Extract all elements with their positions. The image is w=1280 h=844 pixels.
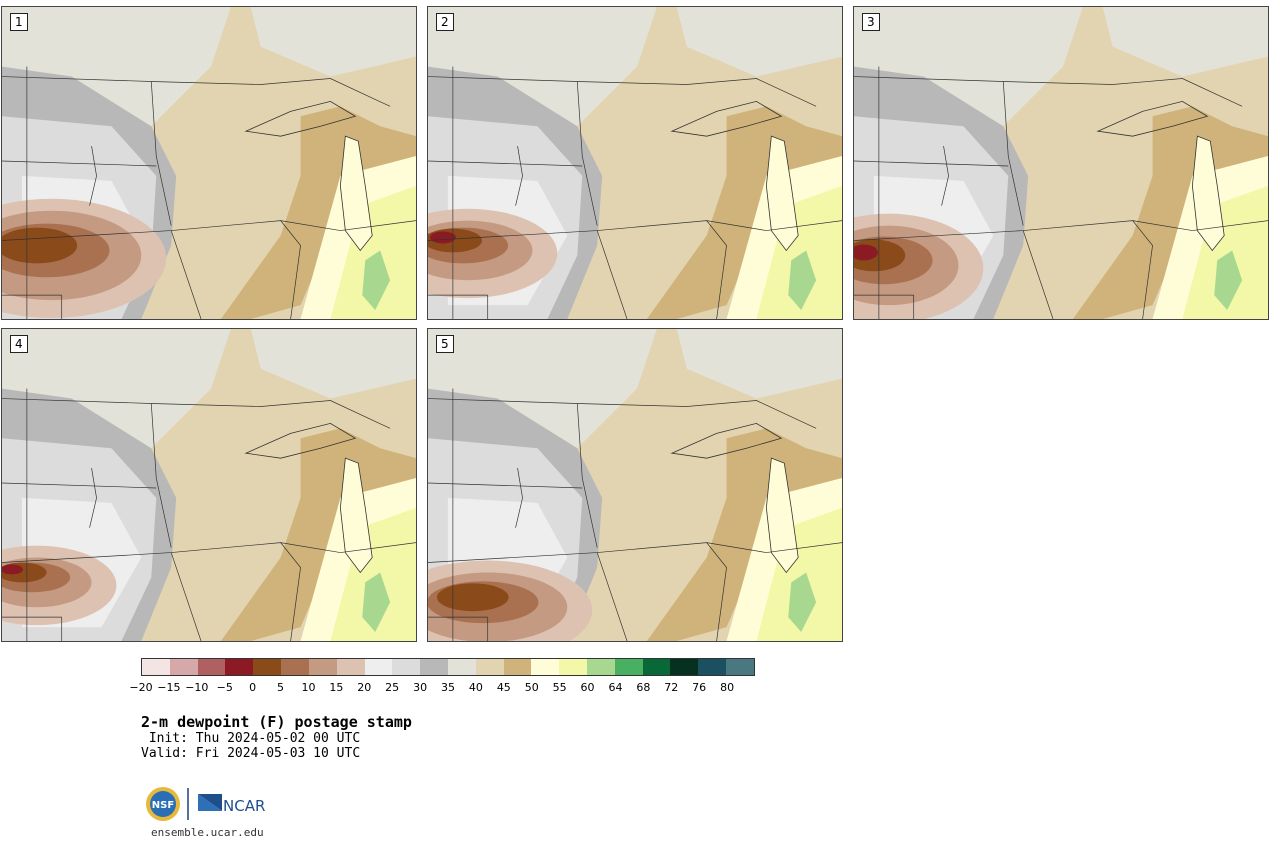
svg-text:NSF: NSF [152, 800, 174, 811]
colorbar-swatch [503, 659, 532, 675]
colorbar-tick-label: 30 [413, 681, 428, 694]
dewpoint-map [428, 7, 842, 319]
dewpoint-map [854, 7, 1268, 319]
plot-title: 2-m dewpoint (F) postage stamp [141, 713, 412, 731]
panel-label: 2 [436, 13, 454, 31]
ncar-logo-icon: NCAR [198, 794, 265, 815]
colorbar-tick-label: 5 [277, 681, 285, 694]
colorbar-swatch [364, 659, 393, 675]
colorbar-tick-label: 35 [441, 681, 455, 694]
colorbar-swatch [587, 659, 615, 675]
nsf-logo-icon: NSF [146, 787, 180, 821]
colorbar-swatch [614, 659, 643, 675]
colorbar-tick-label: 80 [720, 681, 735, 694]
colorbar-tick-label: 0 [249, 681, 257, 694]
colorbar-tick-label: 40 [468, 681, 483, 694]
colorbar-tick-label: −10 [185, 681, 209, 694]
colorbar-tick-label: 60 [580, 681, 595, 694]
panel-label: 3 [862, 13, 880, 31]
ensemble-panel-4: 4 [1, 328, 417, 642]
colorbar-tick-label: 76 [692, 681, 707, 694]
colorbar-tick-label: −15 [157, 681, 181, 694]
colorbar-tick-label: 50 [524, 681, 539, 694]
colorbar-tick-label: −5 [216, 681, 233, 694]
init-time: Init: Thu 2024-05-02 00 UTC [141, 731, 361, 746]
colorbar-tick-label: 10 [301, 681, 316, 694]
dewpoint-map [2, 7, 416, 319]
panel-label: 4 [10, 335, 28, 353]
nsf-ncar-logo: NSF NCAR [146, 787, 265, 821]
colorbar-tick-label: −20 [129, 681, 153, 694]
colorbar-tick-label: 55 [552, 681, 567, 694]
colorbar-swatch [169, 659, 198, 675]
colorbar-tick-label: 72 [664, 681, 679, 694]
colorbar-swatch [420, 659, 448, 675]
colorbar [141, 658, 755, 676]
colorbar-swatch [726, 659, 754, 675]
colorbar-swatch [197, 659, 226, 675]
panel-label: 5 [436, 335, 454, 353]
colorbar-tick-label: 25 [385, 681, 400, 694]
colorbar-swatch [670, 659, 699, 675]
dewpoint-map [428, 329, 842, 641]
colorbar-swatch [225, 659, 254, 675]
colorbar-tick-label: 15 [329, 681, 344, 694]
colorbar-tick-label: 64 [608, 681, 623, 694]
colorbar-swatch [336, 659, 365, 675]
colorbar-swatch [308, 659, 337, 675]
colorbar-swatch [281, 659, 309, 675]
colorbar-swatch [253, 659, 282, 675]
colorbar-swatch [142, 659, 170, 675]
colorbar-tick-label: 45 [496, 681, 511, 694]
colorbar-tick-label: 20 [357, 681, 372, 694]
colorbar-ticks: −20 −15 −10 −5 0 5 10 15 20 25 30 35 40 45 50 55 60 64 68 7… [129, 681, 755, 695]
colorbar-swatch [698, 659, 727, 675]
panel-label: 1 [10, 13, 28, 31]
valid-time: Valid: Fri 2024-05-03 10 UTC [141, 746, 361, 761]
colorbar-swatch [475, 659, 504, 675]
site-url: ensemble.ucar.edu [151, 826, 264, 839]
svg-text:NCAR: NCAR [223, 797, 265, 815]
colorbar-swatch [642, 659, 671, 675]
colorbar-swatch [447, 659, 476, 675]
ensemble-panel-3: 3 [853, 6, 1269, 320]
ensemble-panel-5: 5 [427, 328, 843, 642]
colorbar-swatch [531, 659, 560, 675]
colorbar-swatch [392, 659, 421, 675]
ensemble-panel-2: 2 [427, 6, 843, 320]
colorbar-swatch [559, 659, 587, 675]
ensemble-panel-1: 1 [1, 6, 417, 320]
dewpoint-map [2, 329, 416, 641]
colorbar-tick-label: 68 [636, 681, 651, 694]
